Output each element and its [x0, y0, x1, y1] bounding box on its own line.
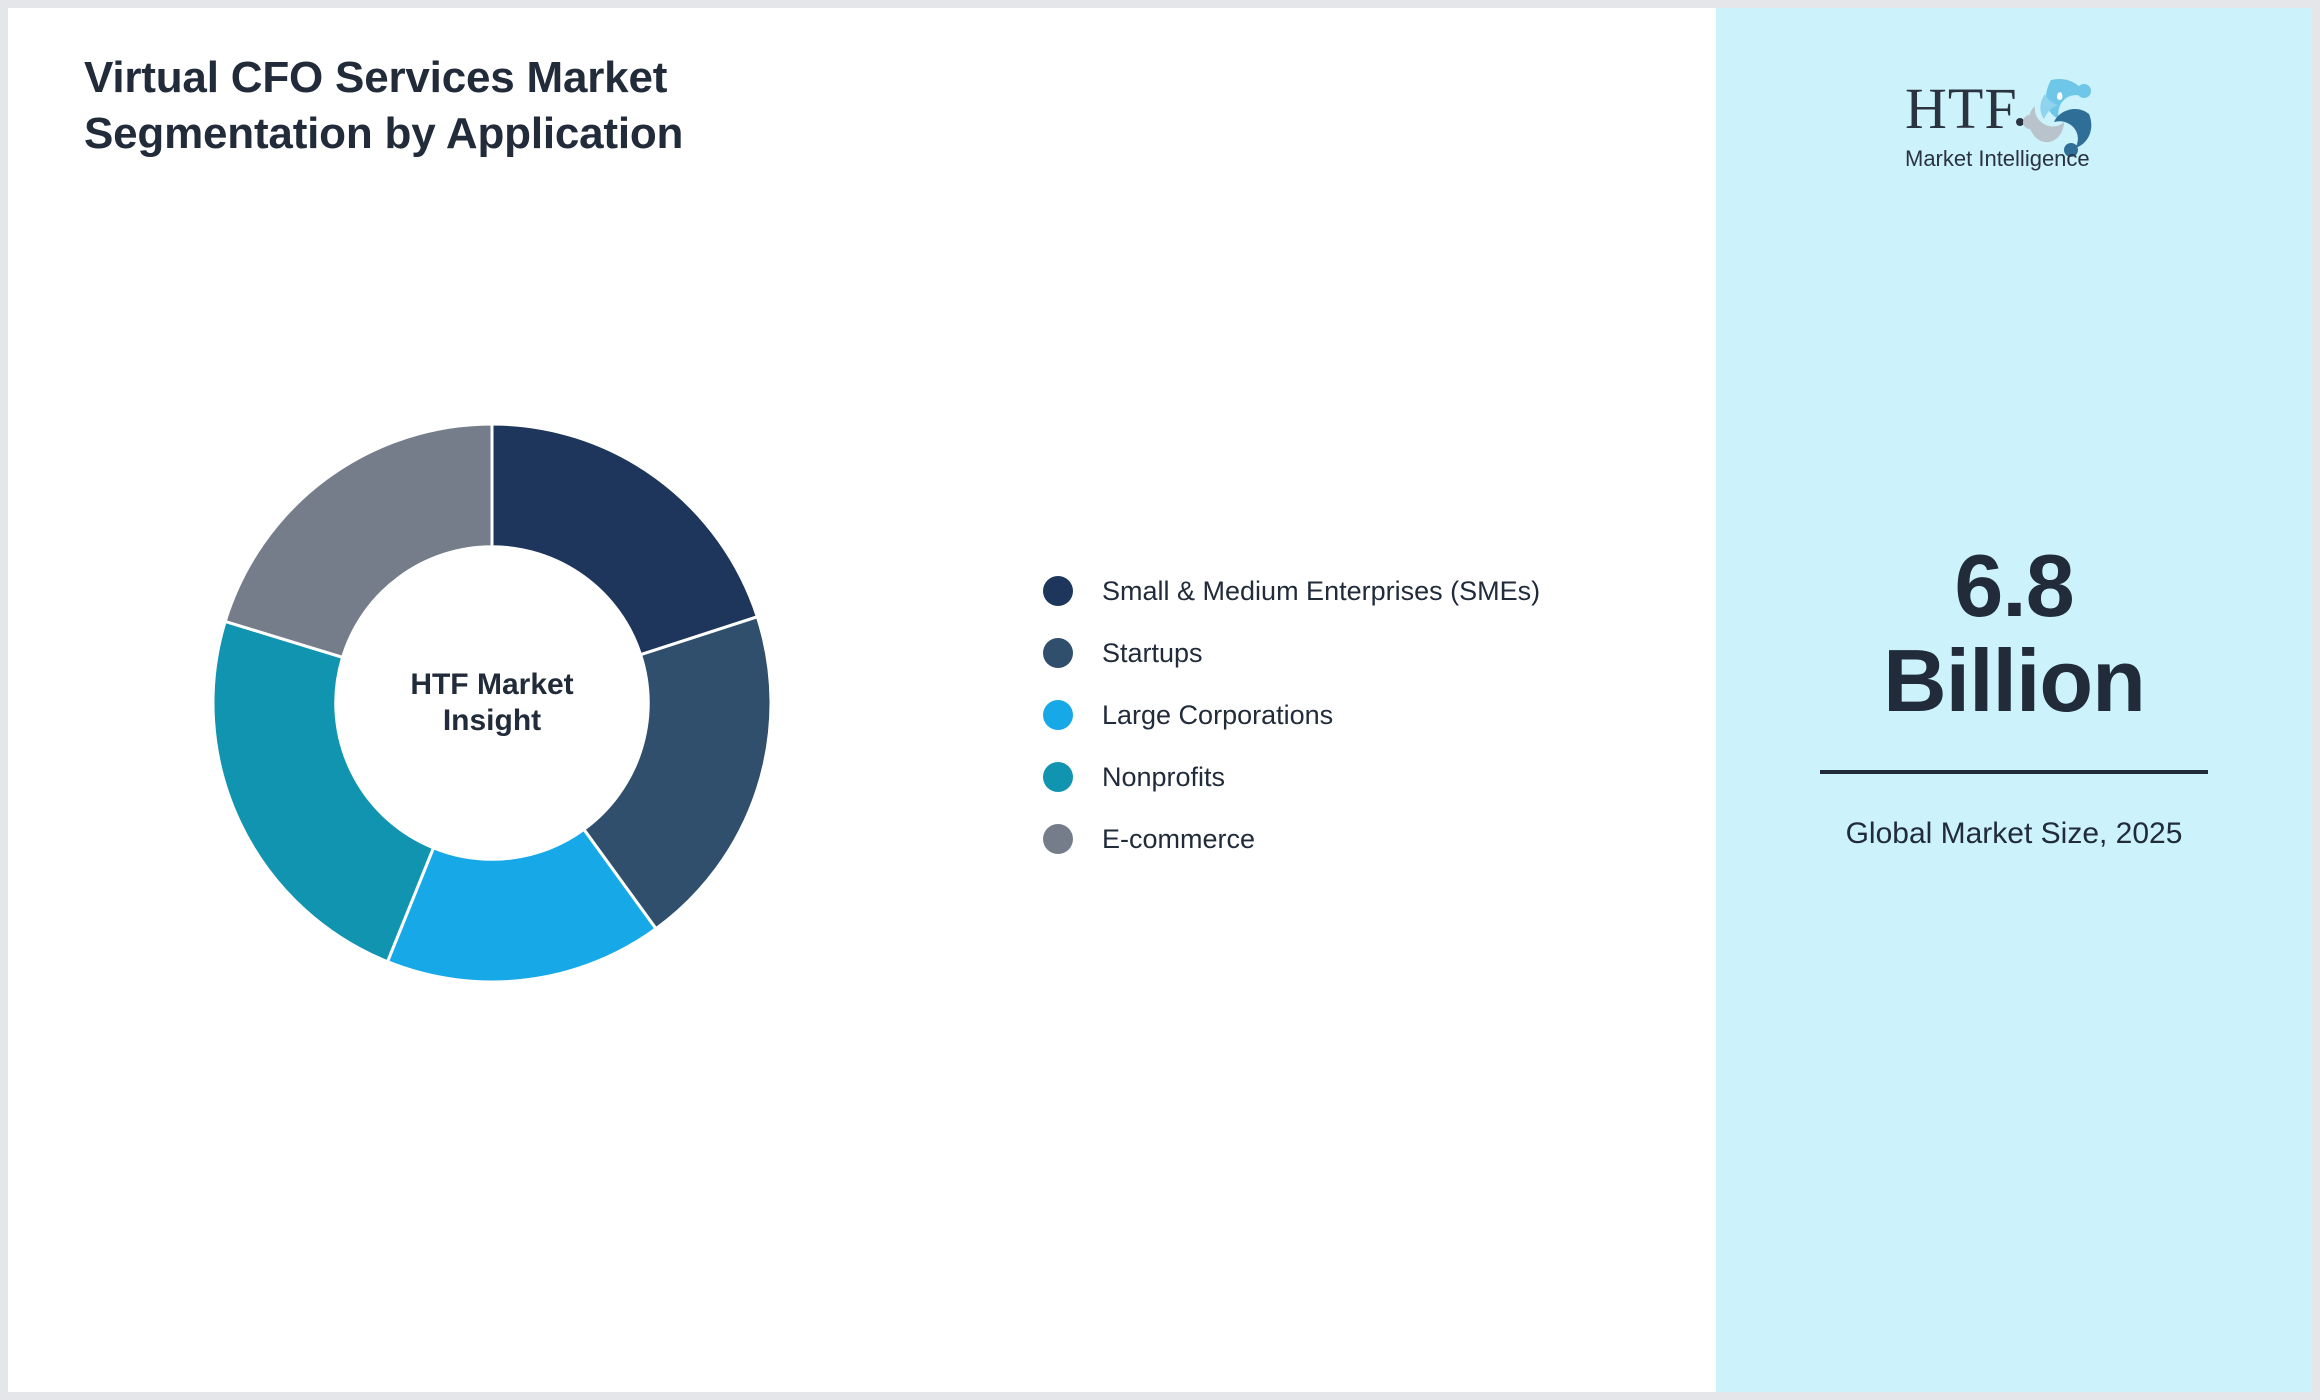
legend-item-label: Nonprofits: [1102, 761, 1226, 792]
donut-slice[interactable]: [490, 424, 760, 657]
stat-divider: [1820, 770, 2208, 775]
legend-swatch-icon: [1043, 824, 1073, 854]
stat-panel: HTF Ma: [1716, 8, 2312, 1392]
page-title: Virtual CFO Services Market Segmentation…: [84, 53, 684, 159]
legend-item-label: Small & Medium Enterprises (SMEs): [1102, 575, 1541, 606]
donut-slice[interactable]: [581, 614, 771, 931]
market-size-stat: 6.8 Billion Global Market Size, 2025: [1716, 538, 2312, 855]
stat-value: 6.8 Billion: [1883, 536, 2146, 731]
legend-swatch-icon: [1043, 638, 1073, 668]
donut-slice[interactable]: [385, 827, 659, 982]
legend-swatch-icon: [1043, 576, 1073, 606]
legend-item-label: Startups: [1102, 637, 1203, 668]
legend-item[interactable]: E-commerce: [1043, 808, 1663, 870]
htf-logo-svg: HTF Ma: [1905, 76, 2092, 171]
chart-legend: Small & Medium Enterprises (SMEs) Startup…: [1043, 560, 1663, 870]
logo-tagline-text: Market Intelligence: [1905, 146, 2090, 171]
chart-panel: Virtual CFO Services Market Segmentation…: [8, 8, 1716, 1392]
donut-chart: HTF Market Insight: [213, 424, 771, 982]
donut-slice[interactable]: [223, 424, 494, 660]
legend-item-label: Large Corporations: [1102, 699, 1334, 730]
legend-item[interactable]: Startups: [1043, 622, 1663, 684]
legend-item[interactable]: Nonprofits: [1043, 746, 1663, 808]
legend-item-label: E-commerce: [1102, 823, 1256, 854]
stat-caption: Global Market Size, 2025: [1845, 817, 2183, 851]
legend-item[interactable]: Large Corporations: [1043, 684, 1663, 746]
donut-slice[interactable]: [213, 619, 436, 964]
htf-logo: HTF Ma: [1899, 70, 2129, 175]
legend-swatch-icon: [1043, 700, 1073, 730]
donut-chart-svg: [213, 424, 771, 982]
legend-item[interactable]: Small & Medium Enterprises (SMEs): [1043, 560, 1663, 622]
svg-text:HTF: HTF: [1905, 76, 2018, 141]
legend-swatch-icon: [1043, 762, 1073, 792]
